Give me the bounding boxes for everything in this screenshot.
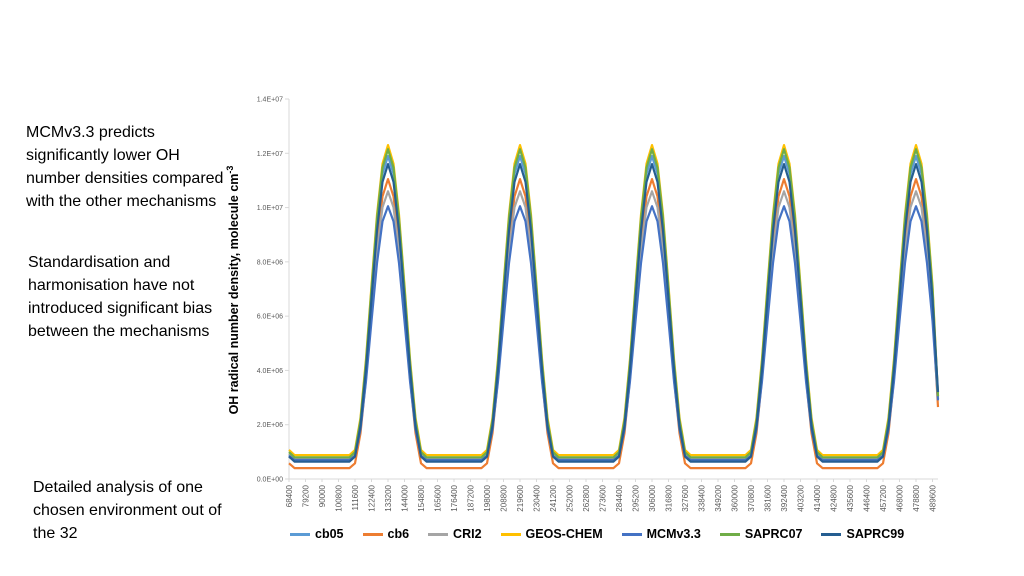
- x-tick-label: 165600: [434, 484, 443, 511]
- y-tick-label: 0.0E+00: [257, 477, 283, 484]
- x-tick-label: 219600: [516, 484, 525, 511]
- legend-label: MCMv3.3: [646, 527, 701, 541]
- x-tick-label: 90000: [318, 484, 327, 507]
- x-tick-label: 403200: [797, 484, 806, 511]
- x-tick-label: 370800: [747, 484, 756, 511]
- annotation-mcm-lower: MCMv3.3 predicts significantly lower OH …: [26, 124, 224, 210]
- x-tick-label: 144000: [401, 484, 410, 511]
- x-tick-label: 262800: [582, 484, 591, 511]
- x-tick-label: 68400: [285, 484, 294, 507]
- x-tick-label: 446400: [863, 484, 872, 511]
- y-tick-label: 1.0E+07: [257, 205, 283, 212]
- x-tick-label: 338400: [698, 484, 707, 511]
- x-tick-label: 273600: [599, 484, 608, 511]
- x-tick-label: 133200: [384, 484, 393, 511]
- x-tick-label: 349200: [714, 484, 723, 511]
- y-tick-label: 1.2E+07: [257, 151, 283, 158]
- annotation-no-bias: Standardisation and harmonisation have n…: [28, 254, 213, 340]
- series-line-geos-chem: [288, 144, 940, 457]
- x-tick-label: 295200: [632, 484, 641, 511]
- legend-swatch: [821, 532, 842, 536]
- series-line-mcmv3.3: [288, 205, 940, 462]
- series-line-saprc07: [288, 148, 940, 459]
- annotation-environment: Detailed analysis of one chosen environm…: [33, 479, 222, 542]
- x-tick-label: 414000: [813, 484, 822, 511]
- x-tick-label: 100800: [335, 484, 344, 511]
- legend-item-geos-chem: GEOS-CHEM: [500, 527, 603, 541]
- x-tick-label: 154800: [417, 484, 426, 511]
- x-tick-label: 176400: [450, 484, 459, 511]
- x-tick-label: 316800: [665, 484, 674, 511]
- y-axis-label-main: OH radical number density, molecule cm: [227, 174, 241, 415]
- legend-label: CRI2: [453, 527, 482, 541]
- x-tick-label: 489600: [929, 484, 938, 511]
- legend-item-cri2: CRI2: [428, 527, 482, 541]
- x-tick-label: 79200: [302, 484, 311, 507]
- y-tick-label: 8.0E+06: [257, 259, 283, 266]
- chart-legend: cb05 cb6 CRI2 GEOS-CHEM MCMv3.3 SAPRC07 SAPRC9…: [290, 524, 923, 544]
- legend-swatch: [428, 532, 449, 536]
- legend-swatch: [362, 532, 383, 536]
- series-line-cri2: [288, 190, 940, 460]
- legend-label: SAPRC07: [744, 527, 803, 541]
- legend-item-cb05: cb05: [290, 527, 344, 541]
- x-tick-label: 360000: [731, 484, 740, 511]
- legend-label: GEOS-CHEM: [525, 527, 603, 541]
- legend-label: cb6: [387, 527, 410, 541]
- legend-swatch: [290, 532, 310, 536]
- x-tick-label: 435600: [846, 484, 855, 511]
- legend-label: cb05: [315, 527, 344, 541]
- x-tick-label: 111600: [351, 484, 360, 510]
- x-tick-label: 306000: [648, 484, 657, 511]
- series-line-cb05: [288, 154, 940, 461]
- legend-swatch: [719, 532, 740, 536]
- x-tick-label: 187200: [467, 484, 476, 511]
- x-tick-label: 241200: [549, 484, 558, 511]
- x-tick-label: 457200: [879, 484, 888, 511]
- x-tick-label: 284400: [615, 484, 624, 511]
- x-tick-label: 208800: [500, 484, 509, 511]
- legend-label: SAPRC99: [846, 527, 905, 541]
- y-tick-label: 4.0E+06: [257, 368, 283, 375]
- x-tick-label: 122400: [368, 484, 377, 511]
- y-axis-label: OH radical number density, molecule cm-3: [225, 166, 241, 415]
- x-tick-label: 252000: [566, 484, 575, 511]
- x-tick-label: 392400: [780, 484, 789, 511]
- x-tick-label: 327600: [681, 484, 690, 511]
- series-line-saprc99: [288, 163, 940, 463]
- x-tick-label: 230400: [533, 484, 542, 511]
- legend-item-saprc07: SAPRC07: [719, 527, 803, 541]
- y-tick-label: 6.0E+06: [257, 314, 283, 321]
- legend-swatch: [621, 532, 642, 536]
- x-tick-label: 468000: [896, 484, 905, 511]
- x-tick-label: 381600: [764, 484, 773, 511]
- x-tick-label: 478800: [912, 484, 921, 511]
- legend-item-cb6: cb6: [362, 527, 410, 541]
- legend-swatch: [500, 532, 521, 536]
- series-line-cb6: [288, 178, 940, 470]
- x-tick-label: 424800: [830, 484, 839, 511]
- legend-item-mcmv3.3: MCMv3.3: [621, 527, 701, 541]
- y-axis-label-sup: -3: [225, 166, 235, 174]
- x-tick-label: 198000: [483, 484, 492, 511]
- legend-item-saprc99: SAPRC99: [821, 527, 904, 541]
- y-tick-label: 1.4E+07: [257, 97, 283, 104]
- y-tick-label: 2.0E+06: [257, 422, 283, 429]
